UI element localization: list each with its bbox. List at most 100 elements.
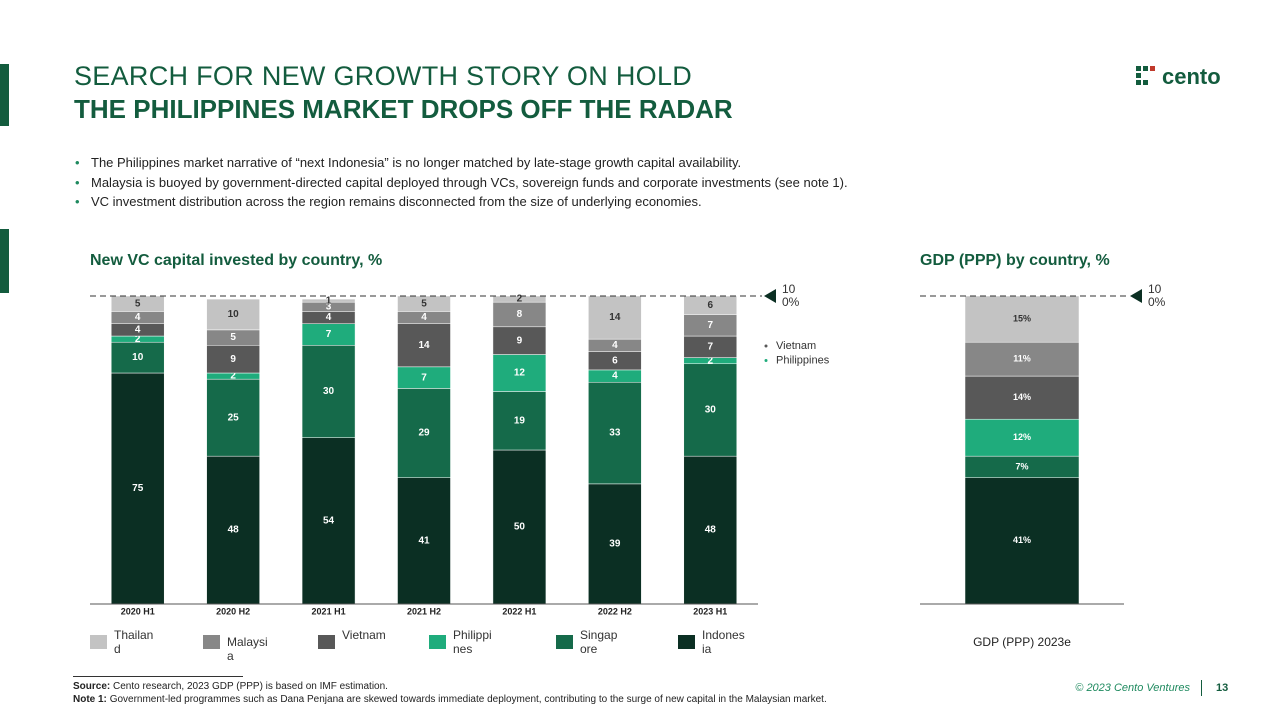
data-label: 19 xyxy=(514,415,526,426)
data-label: 12 xyxy=(514,368,526,379)
legend-label: Singapore xyxy=(580,628,618,656)
data-label: 14% xyxy=(1013,392,1031,402)
data-label: 1 xyxy=(326,295,332,306)
bar-segment xyxy=(301,298,356,303)
data-label: 9 xyxy=(517,335,523,346)
bar-segment xyxy=(397,388,451,478)
data-label: 3 xyxy=(326,301,332,312)
bullet-dot: • xyxy=(75,174,80,190)
title: SEARCH FOR NEW GROWTH STORY ON HOLD xyxy=(74,61,693,91)
data-label: 2 xyxy=(135,334,141,345)
bullet-dot: • xyxy=(75,155,80,170)
data-label: 7 xyxy=(708,320,714,331)
bar-segment xyxy=(301,345,356,438)
data-label: 33 xyxy=(609,428,621,439)
bar-segment xyxy=(964,418,1080,457)
data-label: 54 xyxy=(323,515,335,526)
data-label: 2 xyxy=(708,355,714,366)
data-label: 5 xyxy=(135,298,141,309)
data-label: 2 xyxy=(230,371,236,382)
footnote: Source: Cento research, 2023 GDP (PPP) i… xyxy=(73,681,388,692)
legend-swatch xyxy=(678,635,695,649)
legend-swatch xyxy=(203,635,220,649)
bar-segment xyxy=(964,295,1080,343)
separator xyxy=(1201,680,1202,696)
footnote-text: Government-led programmes such as Dana P… xyxy=(109,693,827,705)
accent xyxy=(0,64,9,126)
legend-label: Vietnam xyxy=(342,628,386,642)
data-label: 7 xyxy=(708,341,714,352)
x-tick-label: GDP (PPP) 2023e xyxy=(973,635,1071,649)
data-label: 8 xyxy=(517,309,523,320)
bar-segment xyxy=(588,295,642,340)
data-label: 10 xyxy=(132,352,144,363)
data-label: 5 xyxy=(421,298,427,309)
legend-swatch xyxy=(556,635,573,649)
x-tick-label: 2021 H1 xyxy=(312,606,346,616)
bar-segment xyxy=(683,363,738,457)
chart-title: GDP (PPP) by country, % xyxy=(920,252,1110,269)
bullet-dot: • xyxy=(75,194,80,209)
bar-segment xyxy=(301,437,356,605)
data-label: 12% xyxy=(1013,432,1031,442)
bar-segment xyxy=(110,372,165,605)
bar-segment xyxy=(588,483,642,605)
bar-segment xyxy=(492,354,547,392)
x-tick-label: 2020 H2 xyxy=(216,606,250,616)
bar-segment xyxy=(206,378,260,457)
data-label: 41 xyxy=(418,536,430,547)
bar-segment xyxy=(588,381,642,485)
legend-swatch xyxy=(318,635,335,649)
legend-label: Malaysia xyxy=(227,635,268,663)
data-label: 30 xyxy=(705,405,717,416)
data-label: 14 xyxy=(418,340,430,351)
footnote-rule xyxy=(73,676,243,677)
data-label: 4 xyxy=(135,312,141,323)
bullet: Malaysia is buoyed by government-directe… xyxy=(91,174,848,190)
bar-segment xyxy=(492,301,547,328)
data-label: 50 xyxy=(514,522,526,533)
bullet: VC investment distribution across the re… xyxy=(91,194,702,209)
data-label: 39 xyxy=(609,539,621,550)
data-label: 25 xyxy=(228,412,240,423)
data-label: 7% xyxy=(1015,461,1028,471)
data-label: 4 xyxy=(612,340,618,351)
data-label: 29 xyxy=(418,428,430,439)
data-label: 41% xyxy=(1013,535,1031,545)
data-label: 6 xyxy=(612,355,618,366)
logo: cento xyxy=(1162,64,1221,89)
copyright: © 2023 Cento Ventures xyxy=(1075,682,1190,694)
data-label: 15% xyxy=(1013,313,1031,323)
bar-segment xyxy=(110,341,165,374)
note: Philippines xyxy=(776,354,830,366)
bar-segment xyxy=(110,295,165,312)
footnote-text: Cento research, 2023 GDP (PPP) is based … xyxy=(113,681,388,692)
x-tick-label: 2022 H1 xyxy=(502,606,536,616)
data-label: 10 xyxy=(228,309,240,320)
data-label: 5 xyxy=(230,332,236,343)
data-label: 4 xyxy=(612,371,618,382)
note-dot xyxy=(764,359,768,362)
data-label: 48 xyxy=(228,525,240,536)
footnote-label: Note 1: xyxy=(73,693,107,705)
data-label: 14 xyxy=(609,312,621,323)
data-label: 6 xyxy=(708,300,714,311)
data-label: 4 xyxy=(421,312,427,323)
bar-segment xyxy=(397,477,451,605)
bar-segment xyxy=(964,477,1080,605)
data-label: 4 xyxy=(326,312,332,323)
bar-segment xyxy=(964,375,1080,420)
data-label: 11% xyxy=(1013,354,1031,364)
footnote: Note 1: Government-led programmes such a… xyxy=(73,694,827,705)
page-number: 13 xyxy=(1216,682,1229,694)
bar-segment xyxy=(492,449,547,605)
legend-label: Thailand xyxy=(114,628,154,656)
x-tick-label: 2021 H2 xyxy=(407,606,441,616)
data-label: 4 xyxy=(135,325,141,336)
data-label: 48 xyxy=(705,525,717,536)
bullet: The Philippines market narrative of “nex… xyxy=(91,155,742,170)
data-label: 2 xyxy=(517,294,523,305)
x-tick-label: 2022 H2 xyxy=(598,606,632,616)
